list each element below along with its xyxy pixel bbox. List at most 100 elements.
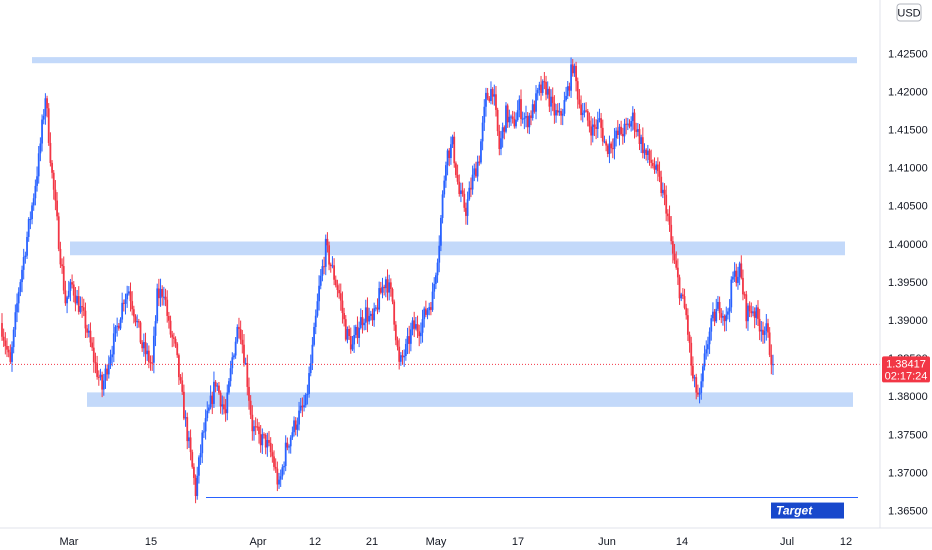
candle-body xyxy=(41,119,43,144)
candle-body xyxy=(129,291,132,302)
candle-body xyxy=(91,342,94,348)
candle-body xyxy=(19,282,22,292)
candle-body xyxy=(419,332,422,337)
candle-body xyxy=(164,296,167,300)
candle-body xyxy=(124,299,127,304)
candle-body xyxy=(506,105,509,123)
candle-body xyxy=(470,187,472,190)
candle-body xyxy=(755,307,758,318)
y-tick-label: 1.37500 xyxy=(888,429,928,441)
candle-body xyxy=(2,336,5,341)
candle-body xyxy=(603,141,606,143)
candle-body xyxy=(465,207,467,216)
candle-body xyxy=(86,328,89,333)
candle-body xyxy=(36,176,38,186)
candle-body xyxy=(747,305,749,322)
candle-body xyxy=(550,96,552,107)
candle-body xyxy=(204,418,207,432)
candle-body xyxy=(311,344,314,364)
candle-body xyxy=(271,452,274,457)
candle-body xyxy=(483,106,486,123)
candle-body xyxy=(374,307,377,309)
candle-body xyxy=(645,149,648,155)
currency-badge[interactable] xyxy=(896,3,922,22)
currency-label: USD xyxy=(897,8,920,20)
candle-body xyxy=(87,330,90,333)
candle-body xyxy=(456,174,459,182)
candle-body xyxy=(578,99,581,105)
candle-body xyxy=(448,150,451,159)
zone-support[interactable] xyxy=(87,392,853,407)
candle-body xyxy=(304,394,307,406)
y-tick-label: 1.39000 xyxy=(888,315,928,327)
candle-body xyxy=(274,466,277,469)
candle-body xyxy=(463,193,466,208)
x-tick-label: Apr xyxy=(249,536,266,548)
candle-body xyxy=(278,479,280,485)
candle-body xyxy=(513,118,516,127)
candle-body xyxy=(117,325,120,329)
time-scale-layer: Mar 15 Apr 12 21 May 17 Jun 14 Jul 12 xyxy=(0,527,932,548)
candle-body xyxy=(762,329,764,335)
candle-body xyxy=(500,138,502,150)
candle-body xyxy=(369,313,372,316)
candle-body xyxy=(226,392,229,414)
candle-body xyxy=(201,432,204,454)
candle-body xyxy=(515,119,517,127)
candle-body xyxy=(650,159,653,163)
x-tick-label: 17 xyxy=(512,536,524,548)
candle-body xyxy=(256,426,259,428)
candle-body xyxy=(516,110,519,120)
candle-body xyxy=(428,307,431,311)
candle-body xyxy=(66,297,68,304)
candle-body xyxy=(485,92,487,107)
candle-body xyxy=(221,404,224,407)
candle-body xyxy=(326,238,329,246)
candle-body xyxy=(102,380,105,390)
candle-body xyxy=(104,368,107,381)
x-tick-label: Mar xyxy=(60,536,79,548)
candle-body xyxy=(216,385,219,387)
candle-body xyxy=(92,347,95,363)
candle-body xyxy=(560,111,562,116)
zone-resistance-mid[interactable] xyxy=(70,241,845,256)
candle-body xyxy=(388,282,391,293)
candle-body xyxy=(393,301,396,325)
candle-body xyxy=(316,301,319,316)
candle-body xyxy=(690,342,693,366)
candle-body xyxy=(249,400,252,415)
candle-body xyxy=(149,362,152,364)
candle-body xyxy=(269,442,272,453)
candle-body xyxy=(77,296,80,312)
candle-body xyxy=(708,331,711,345)
candle-body xyxy=(727,311,729,315)
target-box[interactable] xyxy=(771,502,844,519)
candle-body xyxy=(446,150,449,166)
candle-body xyxy=(546,88,549,95)
candle-body xyxy=(238,326,240,330)
candle-body xyxy=(688,334,691,343)
candle-body xyxy=(440,217,442,246)
candle-body xyxy=(742,277,744,295)
candle-body xyxy=(141,342,144,349)
candle-body xyxy=(700,381,703,393)
candle-body xyxy=(119,319,122,329)
candle-body xyxy=(209,395,212,408)
candle-body xyxy=(433,283,436,292)
candle-body xyxy=(693,377,696,379)
candle-body xyxy=(753,311,756,318)
candle-body xyxy=(314,315,317,327)
candle-body xyxy=(198,457,200,476)
y-tick-label: 1.41000 xyxy=(888,163,928,175)
candle-body xyxy=(17,291,20,304)
candle-body xyxy=(323,266,325,268)
candle-body xyxy=(486,92,489,99)
candle-body xyxy=(698,392,701,395)
candle-body xyxy=(383,286,386,289)
candle-body xyxy=(738,263,741,277)
zone-resistance-top[interactable] xyxy=(32,57,857,64)
candle-body xyxy=(299,405,302,411)
candle-body xyxy=(184,417,187,419)
candle-body xyxy=(291,432,294,438)
